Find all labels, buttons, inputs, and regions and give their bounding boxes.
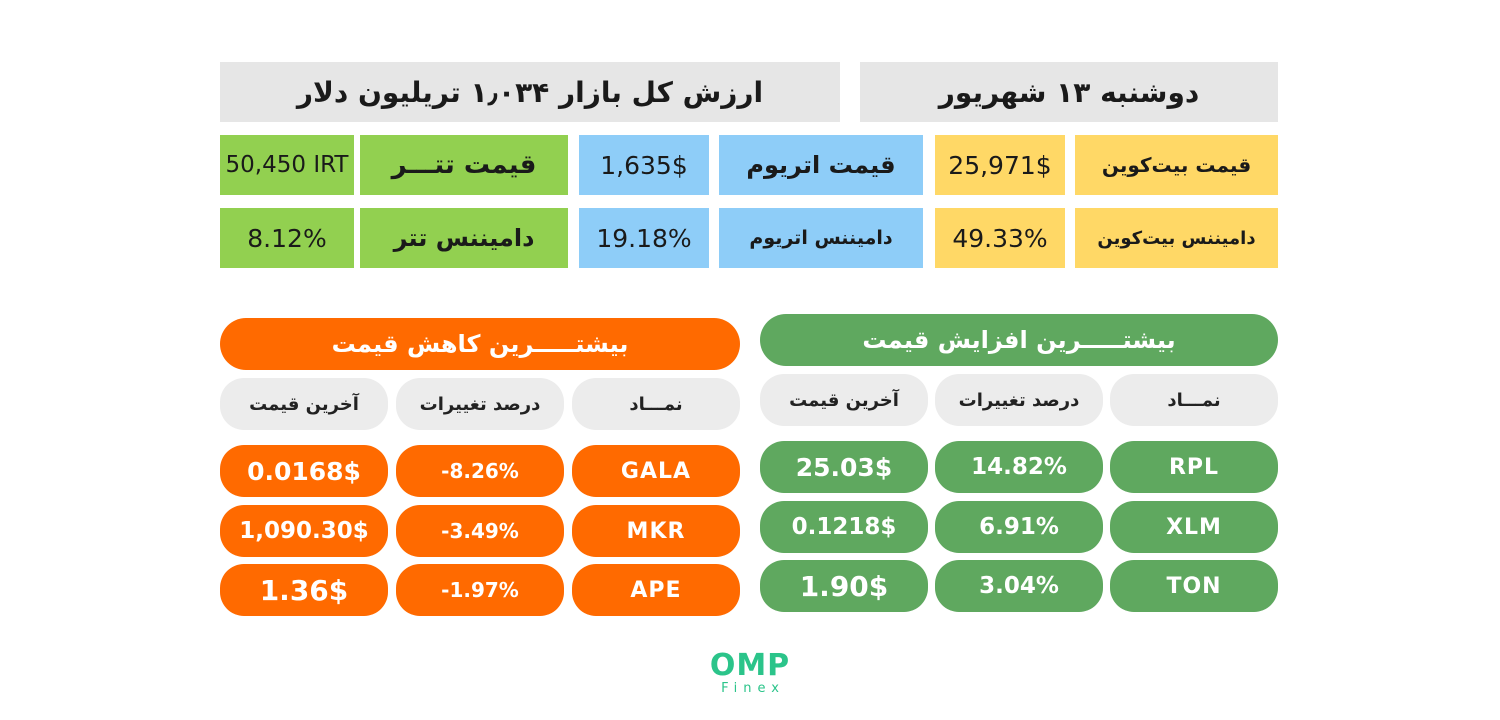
ethereum-price-label: قیمت اتریوم	[719, 135, 923, 195]
market-cap-header: ارزش کل بازار ۱٫۰۳۴ تریلیون دلار	[220, 62, 840, 122]
bitcoin-dominance-value: 49.33%	[935, 208, 1065, 268]
losers-row-2-change: -3.49%	[396, 505, 564, 557]
gainers-row-1-price: 25.03$	[760, 441, 928, 493]
tether-price-value: 50,450 IRT	[220, 135, 354, 195]
bitcoin-price-value: 25,971$	[935, 135, 1065, 195]
logo-sub: Finex	[721, 681, 785, 696]
logo-brand: OMP	[709, 648, 791, 683]
gainers-row-3-symbol: TON	[1110, 560, 1278, 612]
losers-row-3-symbol: APE	[572, 564, 740, 616]
gainers-row-1-change: 14.82%	[935, 441, 1103, 493]
ethereum-price-value: 1,635$	[579, 135, 709, 195]
gainers-row-3-price: 1.90$	[760, 560, 928, 612]
losers-col-symbol: نمـــاد	[572, 378, 740, 430]
losers-row-2-price: 1,090.30$	[220, 505, 388, 557]
losers-row-3-change: -1.97%	[396, 564, 564, 616]
gainers-col-change: درصد تغییرات	[935, 374, 1103, 426]
date-header: دوشنبه ۱۳ شهریور	[860, 62, 1278, 122]
losers-row-3-price: 1.36$	[220, 564, 388, 616]
gainers-row-3-change: 3.04%	[935, 560, 1103, 612]
losers-col-change: درصد تغییرات	[396, 378, 564, 430]
gainers-row-1-symbol: RPL	[1110, 441, 1278, 493]
losers-row-1-price: 0.0168$	[220, 445, 388, 497]
tether-dominance-label: دامیننس تتر	[360, 208, 568, 268]
losers-row-1-symbol: GALA	[572, 445, 740, 497]
gainers-row-2-symbol: XLM	[1110, 501, 1278, 553]
gainers-row-2-change: 6.91%	[935, 501, 1103, 553]
gainers-row-2-price: 0.1218$	[760, 501, 928, 553]
gainers-col-price: آخرین قیمت	[760, 374, 928, 426]
losers-row-1-change: -8.26%	[396, 445, 564, 497]
gainers-title: بیشتـــــرین افزایش قیمت	[760, 314, 1278, 366]
bitcoin-dominance-label: دامیننس بیت‌کوین	[1075, 208, 1278, 268]
bitcoin-price-label: قیمت بیت‌کوین	[1075, 135, 1278, 195]
omp-finex-logo: OMP Finex	[700, 650, 800, 696]
ethereum-dominance-value: 19.18%	[579, 208, 709, 268]
tether-price-label: قیمت تتـــر	[360, 135, 568, 195]
ethereum-dominance-label: دامیننس اتریوم	[719, 208, 923, 268]
tether-dominance-value: 8.12%	[220, 208, 354, 268]
losers-col-price: آخرین قیمت	[220, 378, 388, 430]
losers-title: بیشتـــــرین کاهش قیمت	[220, 318, 740, 370]
gainers-col-symbol: نمـــاد	[1110, 374, 1278, 426]
losers-row-2-symbol: MKR	[572, 505, 740, 557]
